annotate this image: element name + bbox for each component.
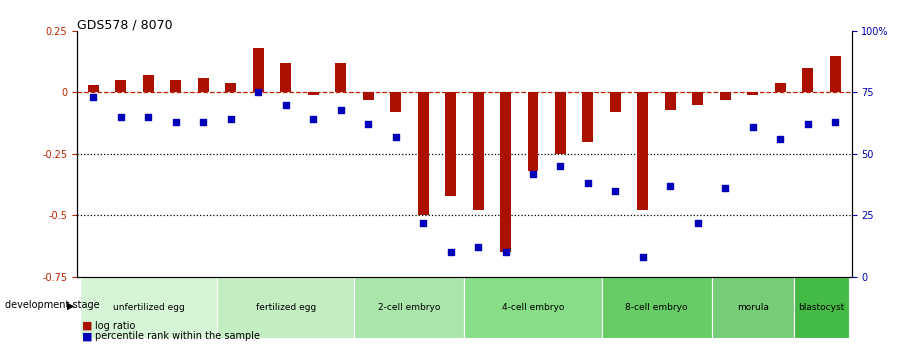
Bar xyxy=(775,83,786,92)
Text: 4-cell embryo: 4-cell embryo xyxy=(502,303,564,312)
Bar xyxy=(602,277,711,338)
Bar xyxy=(527,92,538,171)
Point xyxy=(251,90,265,95)
Bar xyxy=(115,80,127,92)
Bar xyxy=(170,80,181,92)
Text: GDS578 / 8070: GDS578 / 8070 xyxy=(77,18,173,31)
Bar xyxy=(464,277,602,338)
Bar xyxy=(226,83,236,92)
Bar xyxy=(802,68,814,92)
Bar xyxy=(198,78,209,92)
Point xyxy=(471,245,486,250)
Point xyxy=(663,183,678,189)
Bar xyxy=(308,92,319,95)
Bar xyxy=(747,92,758,95)
Text: percentile rank within the sample: percentile rank within the sample xyxy=(95,332,260,341)
Text: development stage: development stage xyxy=(5,300,99,310)
Text: morula: morula xyxy=(737,303,768,312)
Point xyxy=(690,220,705,225)
Bar xyxy=(445,92,456,196)
Bar xyxy=(280,63,291,92)
Bar xyxy=(711,277,794,338)
Point xyxy=(608,188,622,194)
Bar xyxy=(830,56,841,92)
Bar xyxy=(80,277,217,338)
Point xyxy=(498,249,513,255)
Bar xyxy=(555,92,566,154)
Point xyxy=(114,114,129,120)
Point xyxy=(746,124,760,130)
Text: ▶: ▶ xyxy=(67,300,74,310)
Point xyxy=(306,117,321,122)
Point xyxy=(278,102,293,108)
Point xyxy=(196,119,210,125)
Point xyxy=(361,122,375,127)
Bar xyxy=(354,277,464,338)
Text: 2-cell embryo: 2-cell embryo xyxy=(378,303,440,312)
Point xyxy=(636,254,651,260)
Bar xyxy=(362,92,373,100)
Point xyxy=(141,114,156,120)
Point xyxy=(389,134,403,139)
Bar xyxy=(473,92,484,210)
Text: blastocyst: blastocyst xyxy=(798,303,844,312)
Bar xyxy=(719,92,731,100)
Bar xyxy=(794,277,849,338)
Point xyxy=(828,119,843,125)
Point xyxy=(773,136,787,142)
Point xyxy=(86,95,101,100)
Point xyxy=(800,122,814,127)
Bar xyxy=(638,92,649,210)
Point xyxy=(554,164,568,169)
Text: log ratio: log ratio xyxy=(95,321,136,331)
Bar xyxy=(253,48,264,92)
Text: ■: ■ xyxy=(82,332,92,341)
Bar xyxy=(390,92,401,112)
Point xyxy=(525,171,540,176)
Point xyxy=(581,180,595,186)
Point xyxy=(718,186,733,191)
Text: unfertilized egg: unfertilized egg xyxy=(112,303,184,312)
Bar xyxy=(665,92,676,110)
Text: fertilized egg: fertilized egg xyxy=(255,303,316,312)
Point xyxy=(443,249,458,255)
Text: ■: ■ xyxy=(82,321,92,331)
Point xyxy=(333,107,348,112)
Bar xyxy=(692,92,703,105)
Bar xyxy=(143,75,154,92)
Bar xyxy=(500,92,511,252)
Bar xyxy=(88,85,99,92)
Text: 8-cell embryo: 8-cell embryo xyxy=(625,303,688,312)
Bar xyxy=(335,63,346,92)
Bar xyxy=(217,277,354,338)
Point xyxy=(224,117,238,122)
Point xyxy=(416,220,430,225)
Point xyxy=(169,119,183,125)
Bar xyxy=(583,92,593,141)
Bar xyxy=(610,92,621,112)
Bar xyxy=(418,92,429,215)
